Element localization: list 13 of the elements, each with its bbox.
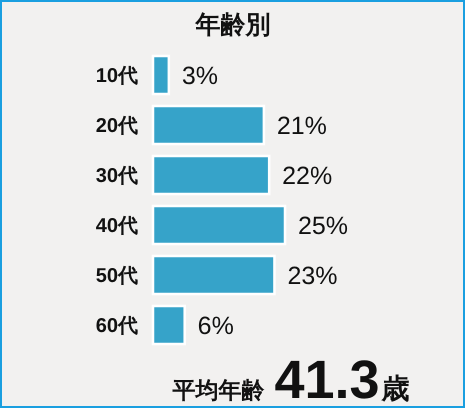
value-label: 3% bbox=[182, 62, 218, 90]
category-label: 50代 bbox=[96, 265, 138, 287]
category-label: 20代 bbox=[96, 115, 138, 137]
category-label: 60代 bbox=[96, 315, 138, 337]
value-label: 23% bbox=[287, 262, 338, 290]
category-label: 40代 bbox=[96, 215, 138, 237]
value-label: 22% bbox=[282, 162, 332, 190]
value-label: 21% bbox=[276, 112, 327, 140]
value-label: 25% bbox=[298, 212, 348, 240]
title: 年齢別 bbox=[196, 11, 270, 39]
value-label: 6% bbox=[198, 312, 234, 340]
category-label: 30代 bbox=[96, 165, 138, 187]
category-label: 10代 bbox=[96, 65, 138, 87]
